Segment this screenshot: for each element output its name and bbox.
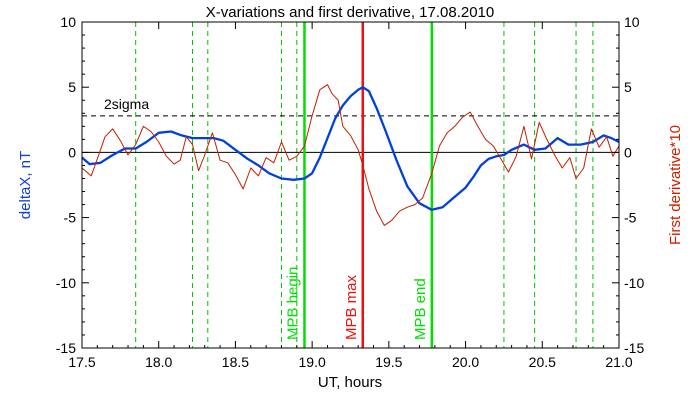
y-tick-label-left-1: 5 — [68, 79, 76, 95]
x-tick-label-3: 19.0 — [299, 354, 326, 370]
x-tick-label-2: 18.5 — [222, 354, 249, 370]
boundary-markers-layer: MPB begin MPB max MPB end — [284, 22, 434, 348]
y-tick-label-right-3: -5 — [624, 210, 637, 226]
x-tick-label-5: 20.0 — [452, 354, 479, 370]
mpb-marker-label-0: MPB begin — [284, 267, 301, 340]
series-line-deltaX — [81, 86, 620, 211]
y-tick-label-right-5: -15 — [624, 340, 644, 356]
x-tick-label-6: 20.5 — [529, 354, 556, 370]
y-tick-label-right-0: 10 — [624, 14, 640, 30]
x-tick-label-4: 19.5 — [375, 354, 402, 370]
mpb-marker-label-2: MPB end — [412, 278, 429, 340]
x-tick-label-1: 18.0 — [145, 354, 172, 370]
plot-frame — [81, 21, 620, 349]
y-tick-label-right-2: 0 — [624, 144, 632, 160]
axis-ticks-layer: 17.5 18.0 18.5 19.0 19.5 20.0 20.5 21.0 10 5 0 -5 -1… — [56, 14, 645, 370]
y-tick-label-left-0: 10 — [60, 14, 76, 30]
x-axis-title: UT, hours — [318, 374, 382, 391]
x-tick-label-0: 17.5 — [68, 354, 95, 370]
y-tick-label-right-1: 5 — [624, 79, 632, 95]
series-line-derivative — [81, 84, 620, 226]
mpb-marker-label-1: MPB max — [343, 274, 360, 340]
y-tick-label-left-5: -15 — [56, 340, 76, 356]
chart-title: X-variations and first derivative, 17.08… — [206, 4, 495, 21]
y-tick-label-left-4: -10 — [56, 275, 76, 291]
y-tick-label-left-2: 0 — [68, 144, 76, 160]
y-tick-label-left-3: -5 — [64, 210, 77, 226]
y-tick-label-right-4: -10 — [624, 275, 644, 291]
two-sigma-label: 2sigma — [104, 96, 149, 112]
series-layer — [81, 84, 620, 226]
y-axis-left-title: deltaX, nT — [17, 151, 34, 219]
y-axis-right-title: First derivative*10 — [667, 125, 684, 245]
x-tick-label-7: 21.0 — [605, 354, 632, 370]
